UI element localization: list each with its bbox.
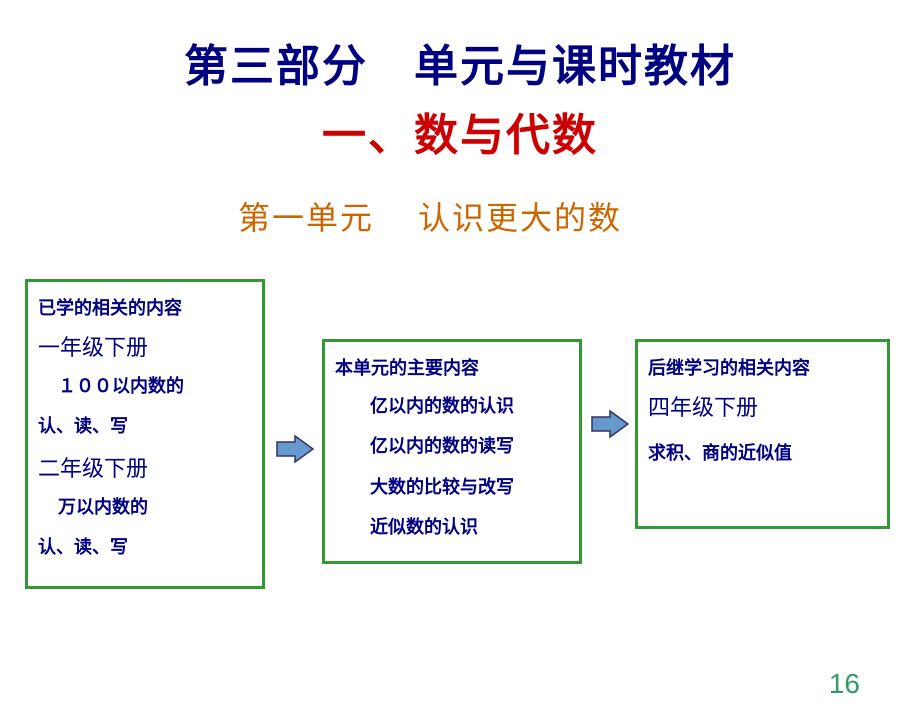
- page-number: 16: [829, 668, 860, 700]
- box-right-content: 求积、商的近似值: [648, 437, 877, 469]
- box-left-grade2-content2: 认、读、写: [38, 531, 252, 563]
- box-left-grade2-content1: 万以内数的: [38, 491, 252, 523]
- box-middle-item2: 亿以内的数的读写: [335, 430, 569, 462]
- box-middle-header: 本单元的主要内容: [335, 354, 569, 380]
- box-future-content: 后继学习的相关内容 四年级下册 求积、商的近似值: [635, 339, 890, 529]
- box-left-grade1: 一年级下册: [38, 330, 252, 362]
- box-left-header: 已学的相关的内容: [38, 294, 252, 320]
- box-current-content: 本单元的主要内容 亿以内的数的认识 亿以内的数的读写 大数的比较与改写 近似数的…: [322, 339, 582, 564]
- arrow-middle-to-right: [590, 409, 630, 439]
- box-middle-item4: 近似数的认识: [335, 511, 569, 543]
- main-title: 第三部分 单元与课时教材: [0, 30, 920, 94]
- box-left-grade2: 二年级下册: [38, 451, 252, 483]
- unit-title: 第一单元 认识更大的数: [0, 193, 920, 239]
- box-right-header: 后继学习的相关内容: [648, 354, 877, 380]
- box-left-grade1-content2: 认、读、写: [38, 410, 252, 442]
- box-middle-item1: 亿以内的数的认识: [335, 390, 569, 422]
- arrow-left-to-middle: [275, 434, 315, 464]
- box-left-grade1-content1: １００以内数的: [38, 370, 252, 402]
- box-previous-content: 已学的相关的内容 一年级下册 １００以内数的 认、读、写 二年级下册 万以内数的…: [25, 279, 265, 589]
- diagram-container: 已学的相关的内容 一年级下册 １００以内数的 认、读、写 二年级下册 万以内数的…: [0, 279, 920, 629]
- sub-title: 一、数与代数: [0, 99, 920, 163]
- box-right-grade: 四年级下册: [648, 390, 877, 422]
- box-middle-item3: 大数的比较与改写: [335, 471, 569, 503]
